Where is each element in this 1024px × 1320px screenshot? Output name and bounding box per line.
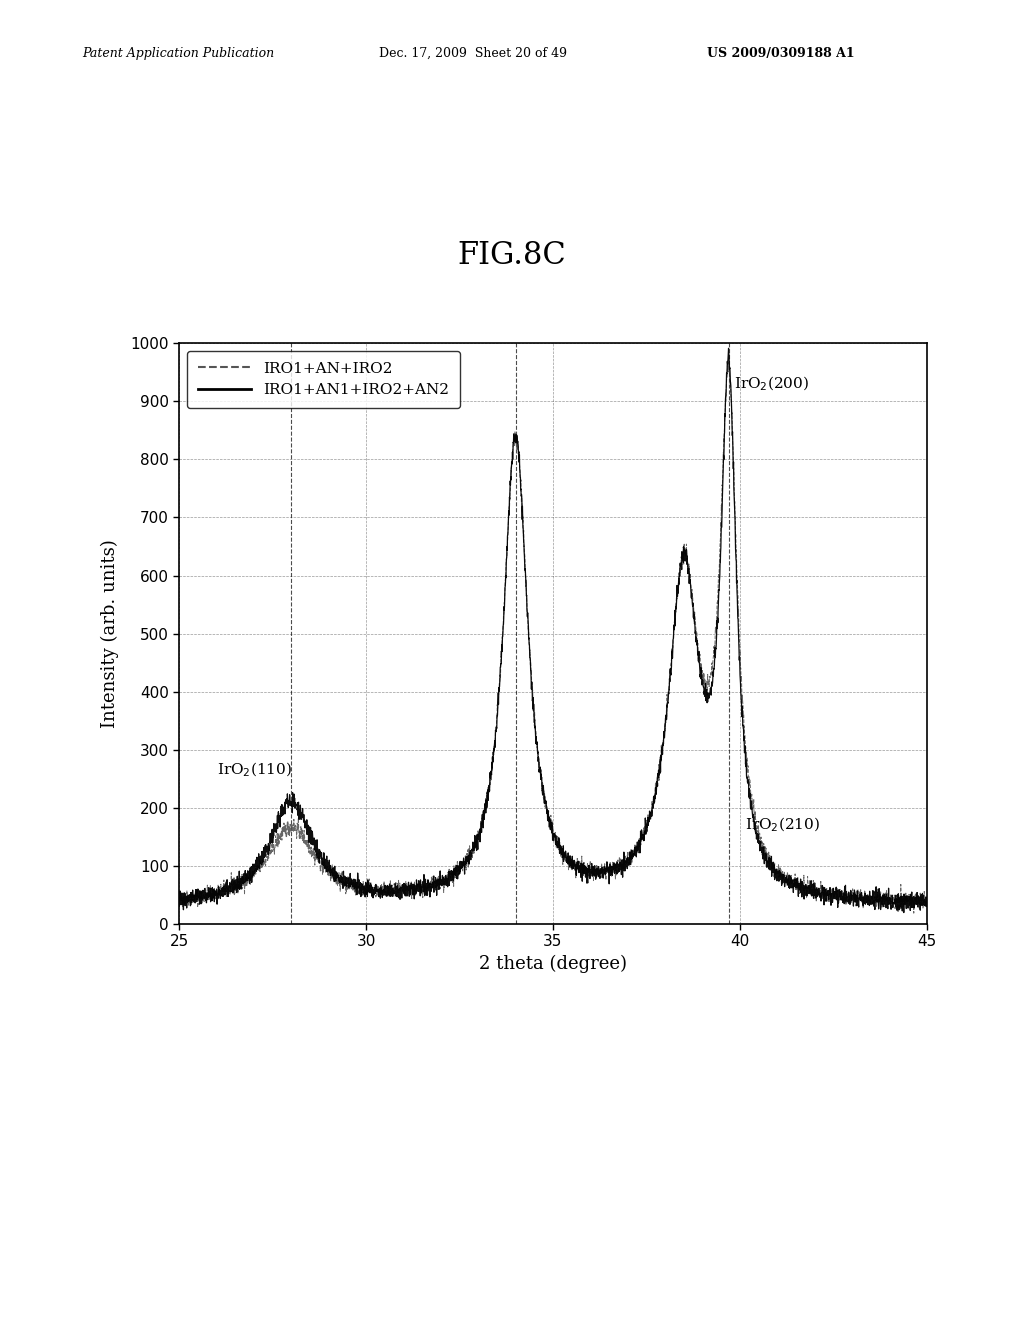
Text: US 2009/0309188 A1: US 2009/0309188 A1 xyxy=(707,46,854,59)
Text: Patent Application Publication: Patent Application Publication xyxy=(82,46,274,59)
X-axis label: 2 theta (degree): 2 theta (degree) xyxy=(479,954,627,973)
Text: FIG.8C: FIG.8C xyxy=(458,240,566,271)
Text: IrO$_2$(210): IrO$_2$(210) xyxy=(745,816,820,834)
Y-axis label: Intensity (arb. units): Intensity (arb. units) xyxy=(101,540,119,727)
Text: IrO$_2$(200): IrO$_2$(200) xyxy=(734,374,809,392)
Text: IrO$_2$(110): IrO$_2$(110) xyxy=(216,760,292,779)
Legend: IRO1+AN+IRO2, IRO1+AN1+IRO2+AN2: IRO1+AN+IRO2, IRO1+AN1+IRO2+AN2 xyxy=(186,351,460,408)
Text: Dec. 17, 2009  Sheet 20 of 49: Dec. 17, 2009 Sheet 20 of 49 xyxy=(379,46,567,59)
